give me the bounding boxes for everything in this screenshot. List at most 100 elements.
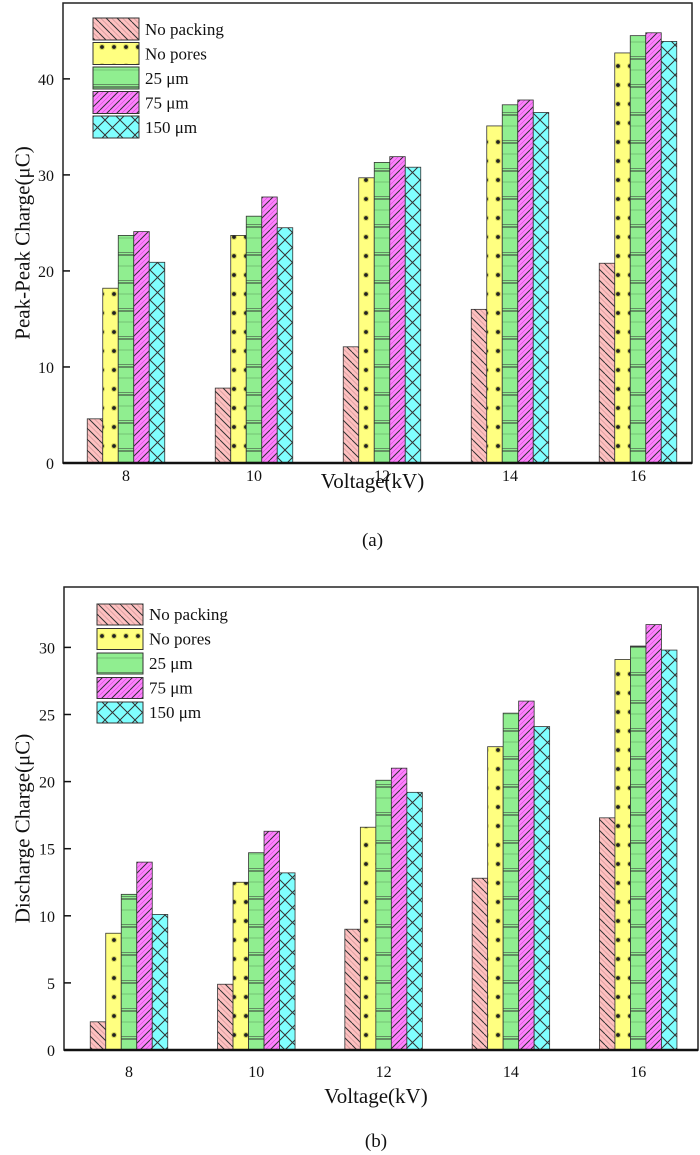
bar-b-12kv-no-pores: [359, 826, 377, 1051]
bar-b-12kv-no-packing: [344, 928, 361, 1051]
legend-swatch: [92, 91, 140, 114]
bar-b-10kv-150-um: [279, 872, 296, 1051]
bar-a-14kv-25-um: [501, 104, 519, 464]
bar-b-14kv-no-packing: [471, 877, 489, 1051]
legend-label: No packing: [145, 20, 224, 39]
y-tick-label: 15: [39, 842, 55, 859]
y-tick-label: 30: [39, 640, 55, 657]
bar-a-10kv-25-um: [245, 215, 263, 464]
bar-b-10kv-no-packing: [217, 983, 234, 1051]
bar-a-12kv-no-packing: [342, 346, 360, 464]
bars-b: [89, 624, 678, 1051]
bar-b-12kv-150-um: [406, 791, 423, 1051]
bar-a-16kv-150-um: [660, 41, 678, 464]
x-tick-label: 8: [122, 468, 130, 485]
bar-b-14kv-no-pores: [487, 746, 504, 1051]
y-ticks-b: 0 5 10 15 20 25 30: [39, 640, 71, 1060]
y-tick-label: 25: [39, 707, 55, 724]
bar-b-12kv-75-um: [390, 767, 408, 1051]
bar-a-14kv-no-pores: [486, 125, 503, 464]
bar-b-14kv-150-um: [533, 726, 551, 1051]
bar-b-16kv-no-pores: [614, 659, 631, 1051]
x-tick-label: 12: [376, 1064, 392, 1081]
bar-b-16kv-75-um: [645, 624, 662, 1051]
bar-a-12kv-25-um: [373, 162, 391, 464]
x-tick-label: 16: [630, 468, 646, 485]
legend-swatch: [92, 66, 140, 90]
bar-a-14kv-no-packing: [470, 308, 488, 464]
y-tick-label: 20: [38, 264, 54, 281]
bar-a-8kv-150-um: [148, 261, 166, 464]
x-tick-label: 10: [246, 468, 262, 485]
x-tick-label: 10: [248, 1064, 264, 1081]
legend-label: 75 μm: [145, 94, 189, 113]
bar-b-10kv-25-um: [248, 852, 265, 1051]
bar-b-10kv-75-um: [263, 830, 280, 1051]
chart-panel-a: 0 10 20 30 40 8 10 12 14 16 No packing No pores 25…: [10, 2, 693, 551]
x-tick-label: 8: [125, 1064, 133, 1081]
x-ticks-a: 8 10 12 14 16: [122, 468, 646, 485]
x-tick-label: 14: [502, 468, 518, 485]
legend-swatch: [96, 603, 144, 626]
bar-b-10kv-no-pores: [232, 881, 249, 1051]
x-tick-label: 12: [374, 468, 390, 485]
bar-a-10kv-no-packing: [214, 387, 232, 464]
x-axis-title-a: Voltage(kV): [321, 469, 424, 493]
y-tick-label: 5: [47, 976, 55, 993]
legend-label: 75 μm: [149, 679, 193, 698]
y-tick-label: 10: [39, 909, 55, 926]
bar-b-16kv-25-um: [630, 645, 647, 1051]
bar-a-8kv-25-um: [117, 235, 135, 464]
legend-swatch: [96, 701, 144, 724]
bar-a-10kv-150-um: [276, 227, 294, 464]
bar-b-8kv-no-packing: [89, 1021, 107, 1051]
bar-a-16kv-25-um: [629, 35, 647, 464]
bar-a-10kv-no-pores: [230, 235, 247, 464]
legend-swatch: [92, 115, 140, 139]
legend-swatch: [96, 677, 144, 699]
bar-b-8kv-150-um: [151, 914, 169, 1051]
panel-caption-a: (a): [362, 530, 383, 551]
legend-swatch: [92, 17, 140, 41]
x-tick-label: 16: [630, 1064, 646, 1081]
x-tick-label: 14: [503, 1064, 519, 1081]
legend-swatch: [96, 652, 144, 675]
bar-b-14kv-25-um: [502, 712, 520, 1051]
bar-a-8kv-no-pores: [102, 287, 119, 464]
bar-a-16kv-75-um: [645, 32, 662, 464]
bar-a-16kv-no-packing: [598, 262, 616, 464]
y-tick-label: 40: [38, 72, 54, 89]
bar-b-12kv-25-um: [375, 779, 392, 1051]
y-axis-title-b: Discharge Charge(μC): [10, 734, 34, 924]
y-tick-label: 10: [38, 360, 54, 377]
y-tick-label: 0: [46, 456, 54, 473]
x-axis-title-b: Voltage(kV): [324, 1084, 427, 1108]
bar-a-14kv-75-um: [517, 99, 534, 464]
chart-panel-b: 0 5 10 15 20 25 30 8 10 12 14 16 No packing No pore…: [10, 586, 699, 1152]
legend-label: 25 μm: [145, 69, 189, 88]
y-axis-title-a: Peak-Peak Charge(μC): [10, 146, 34, 339]
bar-a-12kv-150-um: [404, 166, 422, 464]
legend-b: No packing No pores 25 μm 75 μm 150 μm: [96, 603, 228, 724]
legend-swatch: [96, 628, 144, 650]
bars-a: [86, 32, 678, 464]
legend-label: 150 μm: [149, 703, 201, 722]
legend-label: 150 μm: [145, 118, 197, 137]
bar-b-14kv-75-um: [518, 700, 535, 1051]
bar-a-10kv-75-um: [261, 196, 278, 464]
legend-label: No packing: [149, 605, 228, 624]
bar-a-12kv-75-um: [389, 156, 406, 464]
legend-label: No pores: [145, 45, 207, 64]
legend-swatch: [92, 42, 140, 65]
bar-a-8kv-no-packing: [86, 418, 104, 464]
legend-label: No pores: [149, 630, 211, 649]
y-ticks-a: 0 10 20 30 40: [38, 72, 70, 473]
y-tick-label: 30: [38, 168, 54, 185]
y-tick-label: 0: [47, 1043, 55, 1060]
bar-a-12kv-no-pores: [358, 177, 375, 464]
bar-b-8kv-no-pores: [105, 932, 122, 1051]
legend-label: 25 μm: [149, 654, 193, 673]
bar-a-16kv-no-pores: [614, 52, 631, 464]
bar-b-8kv-25-um: [120, 893, 138, 1051]
y-tick-label: 20: [39, 775, 55, 792]
